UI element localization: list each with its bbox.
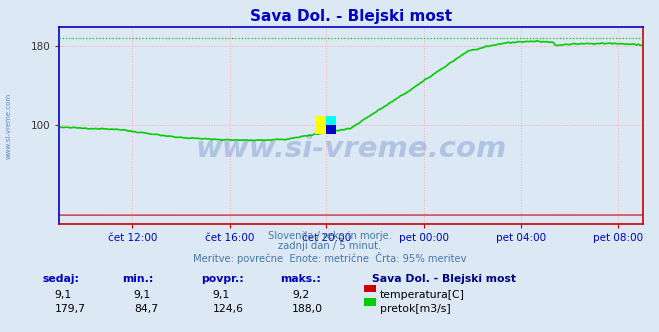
Text: 9,1: 9,1 bbox=[213, 290, 230, 300]
Text: Slovenija / reke in morje.: Slovenija / reke in morje. bbox=[268, 231, 391, 241]
Text: maks.:: maks.: bbox=[280, 274, 321, 284]
Text: min.:: min.: bbox=[122, 274, 154, 284]
Text: Sava Dol. - Blejski most: Sava Dol. - Blejski most bbox=[372, 274, 517, 284]
Text: 188,0: 188,0 bbox=[292, 304, 323, 314]
Text: 9,2: 9,2 bbox=[292, 290, 309, 300]
Text: 179,7: 179,7 bbox=[55, 304, 86, 314]
Text: sedaj:: sedaj: bbox=[43, 274, 80, 284]
Text: 9,1: 9,1 bbox=[134, 290, 151, 300]
Text: zadnji dan / 5 minut.: zadnji dan / 5 minut. bbox=[278, 241, 381, 251]
Text: Meritve: povrečne  Enote: metrične  Črta: 95% meritev: Meritve: povrečne Enote: metrične Črta: … bbox=[192, 252, 467, 264]
Text: pretok[m3/s]: pretok[m3/s] bbox=[380, 304, 450, 314]
Text: temperatura[C]: temperatura[C] bbox=[380, 290, 465, 300]
Text: www.si-vreme.com: www.si-vreme.com bbox=[5, 93, 11, 159]
Text: www.si-vreme.com: www.si-vreme.com bbox=[195, 135, 507, 163]
Text: 9,1: 9,1 bbox=[55, 290, 72, 300]
Text: 124,6: 124,6 bbox=[213, 304, 244, 314]
Title: Sava Dol. - Blejski most: Sava Dol. - Blejski most bbox=[250, 9, 452, 24]
Text: 84,7: 84,7 bbox=[134, 304, 158, 314]
Text: povpr.:: povpr.: bbox=[201, 274, 244, 284]
